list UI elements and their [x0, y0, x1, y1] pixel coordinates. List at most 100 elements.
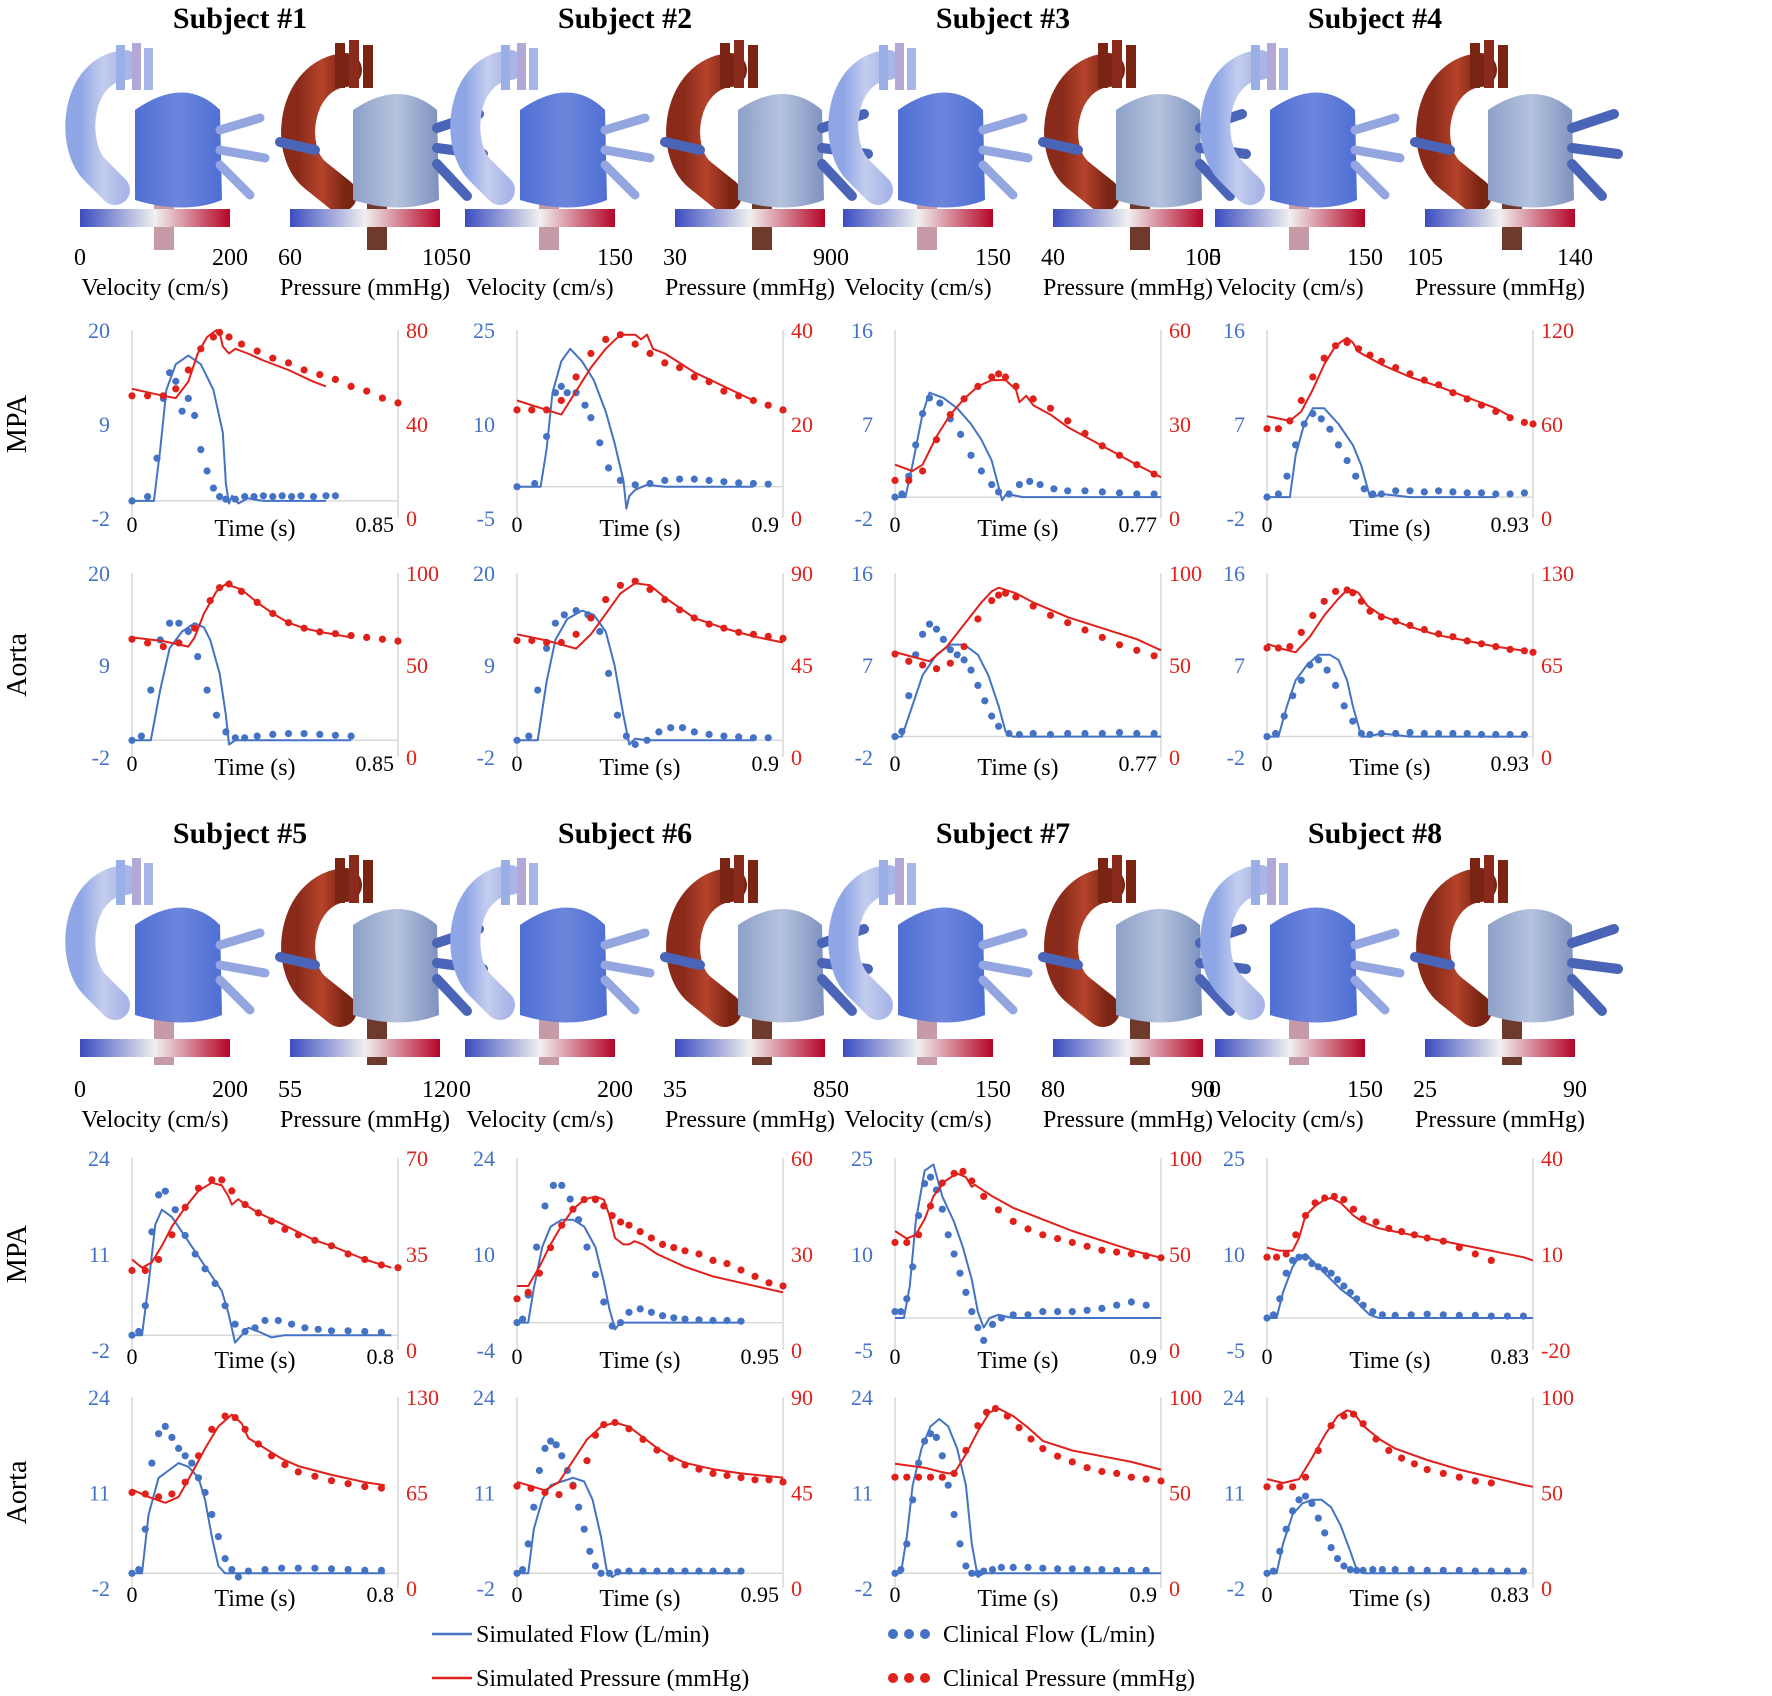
clinical-pressure-point: [631, 340, 639, 348]
pressure-tick-label: 50: [1169, 653, 1191, 678]
clinical-flow-point: [591, 1271, 600, 1279]
clinical-pressure-series: [513, 331, 787, 414]
clinical-flow-point: [558, 1452, 566, 1460]
clinical-pressure-point: [208, 1425, 216, 1433]
clinical-flow-point: [1407, 1311, 1415, 1319]
clinical-pressure-point: [159, 392, 167, 400]
clinical-flow-point: [981, 697, 989, 705]
clinical-pressure-point: [144, 392, 152, 400]
simulated-flow-line: [1267, 1498, 1524, 1575]
arch-branch-pressure-7-2: [1112, 855, 1122, 903]
clinical-flow-point: [1407, 1566, 1415, 1574]
clinical-flow-point: [533, 1243, 541, 1251]
clinical-flow-point: [543, 644, 551, 652]
pulmonary-artery-pressure-5: [353, 909, 439, 1023]
clinical-flow-point: [1406, 487, 1414, 495]
x-tick-label: 0: [1262, 751, 1273, 776]
clinical-flow-point: [1083, 1306, 1091, 1314]
clinical-flow-point: [905, 692, 913, 700]
clinical-flow-point: [625, 1567, 633, 1575]
pulmonary-artery-pressure-1: [353, 94, 439, 208]
clinical-pressure-point: [172, 385, 180, 393]
clinical-pressure-point: [168, 1231, 176, 1239]
clinical-flow-point: [344, 1566, 352, 1574]
clinical-flow-point: [1449, 729, 1457, 738]
clinical-pressure-point: [723, 1260, 731, 1268]
clinical-flow-point: [288, 1320, 296, 1328]
clinical-pressure-point: [1529, 648, 1537, 656]
pressure-colorbar-label-1: Pressure (mmHg): [280, 275, 450, 301]
clinical-flow-point: [377, 1566, 385, 1574]
pressure-tick-label: 40: [791, 318, 813, 343]
clinical-flow-point: [1346, 1288, 1354, 1296]
clinical-pressure-point: [1477, 401, 1486, 409]
clinical-flow-point: [1357, 729, 1365, 738]
clinical-flow-point: [670, 1314, 678, 1322]
velocity-colorbar-5: [80, 1039, 230, 1057]
velocity-min-4: 0: [1209, 245, 1221, 271]
clinical-pressure-point: [779, 1282, 787, 1290]
clinical-pressure-point: [988, 373, 996, 381]
arch-branch-velocity-1-1: [116, 45, 125, 90]
anatomy-subject-6: [450, 855, 873, 1065]
clinical-flow-point: [1046, 730, 1055, 739]
aorta-arch-pressure-8: [1416, 868, 1497, 1027]
flow-tick-label: -2: [92, 506, 110, 531]
pulmonary-artery-pressure-7: [1116, 909, 1202, 1023]
pulmonary-artery-pressure-6: [738, 909, 824, 1023]
clinical-pressure-point: [377, 1261, 385, 1269]
clinical-flow-point: [1306, 661, 1314, 669]
clinical-flow-point: [128, 497, 136, 505]
clinical-flow-point: [1113, 1301, 1121, 1309]
clinical-flow-point: [1349, 717, 1357, 725]
clinical-flow-point: [344, 1327, 352, 1335]
clinical-pressure-point: [528, 406, 536, 414]
clinical-pressure-point: [667, 1454, 675, 1463]
clinical-flow-point: [1024, 1563, 1032, 1571]
clinical-pressure-point: [311, 1236, 319, 1244]
clinical-pressure-point: [1309, 611, 1317, 620]
clinical-pressure-point: [749, 396, 758, 405]
clinical-flow-point: [1392, 729, 1400, 738]
clinical-pressure-series: [1263, 586, 1537, 656]
x-tick-label: 0.95: [741, 1582, 780, 1607]
clinical-pressure-point: [1127, 1250, 1135, 1258]
velocity-colorbar-label-3: Velocity (cm/s): [844, 275, 991, 301]
clinical-flow-series: [128, 1422, 385, 1581]
clinical-flow-point: [1113, 1566, 1121, 1574]
clinical-pressure-point: [268, 1217, 276, 1225]
clinical-flow-point: [891, 493, 899, 501]
clinical-flow-point: [201, 1265, 209, 1273]
clinical-pressure-point: [676, 606, 684, 614]
clinical-pressure-point: [903, 1238, 911, 1247]
clinical-flow-point: [294, 1564, 302, 1572]
clinical-pressure-point: [695, 1465, 703, 1473]
clinical-pressure-point: [988, 597, 996, 605]
clinical-flow-point: [1343, 457, 1351, 465]
arch-branch-velocity-1-3: [144, 48, 153, 90]
clinical-flow-point: [221, 1555, 229, 1563]
clinical-pressure-point: [1320, 354, 1328, 362]
clinical-pressure-point: [1372, 1435, 1380, 1443]
pulmonary-artery-velocity-5: [135, 907, 222, 1023]
clinical-flow-series: [891, 620, 1158, 741]
clinical-flow-point: [525, 732, 533, 740]
clinical-pressure-point: [1349, 589, 1357, 597]
clinical-pressure-point: [974, 382, 982, 390]
clinical-flow-point: [1133, 729, 1141, 738]
flow-tick-label: -2: [1227, 745, 1245, 770]
clinical-flow-point: [1340, 1562, 1348, 1570]
clinical-flow-point: [148, 1228, 156, 1236]
anatomy-subject-7: [828, 855, 1251, 1065]
clinical-flow-point: [676, 475, 684, 483]
clinical-pressure-point: [327, 1242, 336, 1250]
clinical-pressure-point: [572, 630, 580, 638]
pulmonary-artery-velocity-6: [520, 907, 607, 1023]
clinical-pressure-point: [281, 1225, 289, 1233]
velocity-max-8: 150: [1347, 1077, 1383, 1103]
clinical-flow-point: [586, 1547, 594, 1555]
clinical-flow-point: [278, 1564, 286, 1572]
clinical-pressure-point: [695, 1250, 703, 1258]
clinical-pressure-point: [583, 1457, 591, 1465]
clinical-pressure-point: [1113, 1248, 1121, 1256]
